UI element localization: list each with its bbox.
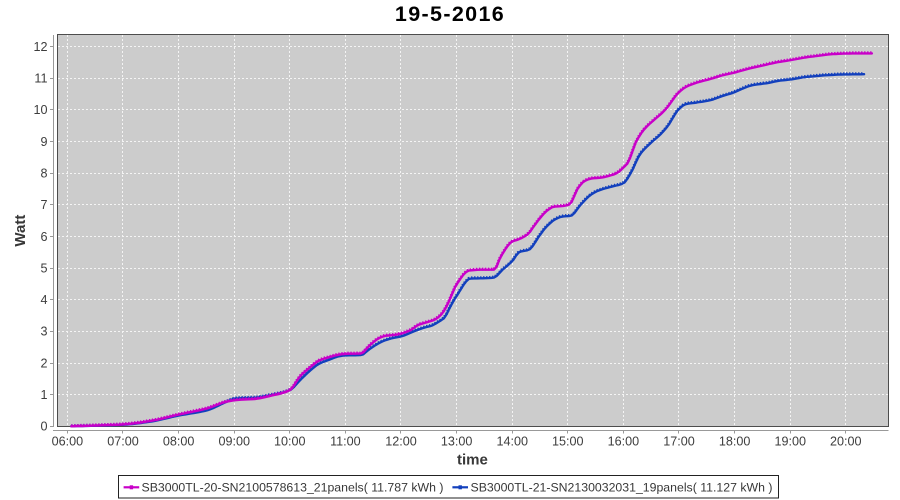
svg-text:14:00: 14:00 xyxy=(496,435,528,449)
svg-text:12: 12 xyxy=(33,40,47,54)
svg-text:SB3000TL-20-SN2100578613_21pan: SB3000TL-20-SN2100578613_21panels( 11.78… xyxy=(142,481,444,495)
svg-text:9: 9 xyxy=(40,135,47,149)
svg-text:11:00: 11:00 xyxy=(330,435,361,449)
svg-text:19:00: 19:00 xyxy=(774,435,806,449)
svg-text:Watt: Watt xyxy=(12,215,29,247)
svg-text:13:00: 13:00 xyxy=(441,435,473,449)
svg-text:5: 5 xyxy=(40,261,47,275)
svg-text:6: 6 xyxy=(40,230,47,244)
svg-text:16:00: 16:00 xyxy=(608,435,640,449)
svg-text:SB3000TL-21-SN2130032031_19pan: SB3000TL-21-SN2130032031_19panels( 11.12… xyxy=(471,481,773,495)
svg-text:2: 2 xyxy=(40,356,47,370)
svg-text:06:00: 06:00 xyxy=(52,435,84,449)
svg-text:11: 11 xyxy=(34,72,47,86)
svg-text:10:00: 10:00 xyxy=(274,435,306,449)
svg-text:17:00: 17:00 xyxy=(663,435,695,449)
svg-text:10: 10 xyxy=(33,103,47,117)
svg-text:8: 8 xyxy=(40,167,47,181)
svg-text:19-5-2016: 19-5-2016 xyxy=(395,2,505,26)
svg-text:1: 1 xyxy=(40,388,47,402)
svg-text:08:00: 08:00 xyxy=(163,435,195,449)
svg-text:07:00: 07:00 xyxy=(107,435,139,449)
svg-text:12:00: 12:00 xyxy=(385,435,417,449)
svg-text:09:00: 09:00 xyxy=(218,435,250,449)
svg-text:7: 7 xyxy=(40,198,47,212)
svg-text:15:00: 15:00 xyxy=(552,435,584,449)
svg-text:0: 0 xyxy=(40,420,47,434)
svg-text:time: time xyxy=(457,452,488,469)
svg-text:3: 3 xyxy=(40,325,47,339)
svg-text:20:00: 20:00 xyxy=(830,435,862,449)
svg-text:4: 4 xyxy=(40,293,47,307)
svg-text:18:00: 18:00 xyxy=(719,435,751,449)
